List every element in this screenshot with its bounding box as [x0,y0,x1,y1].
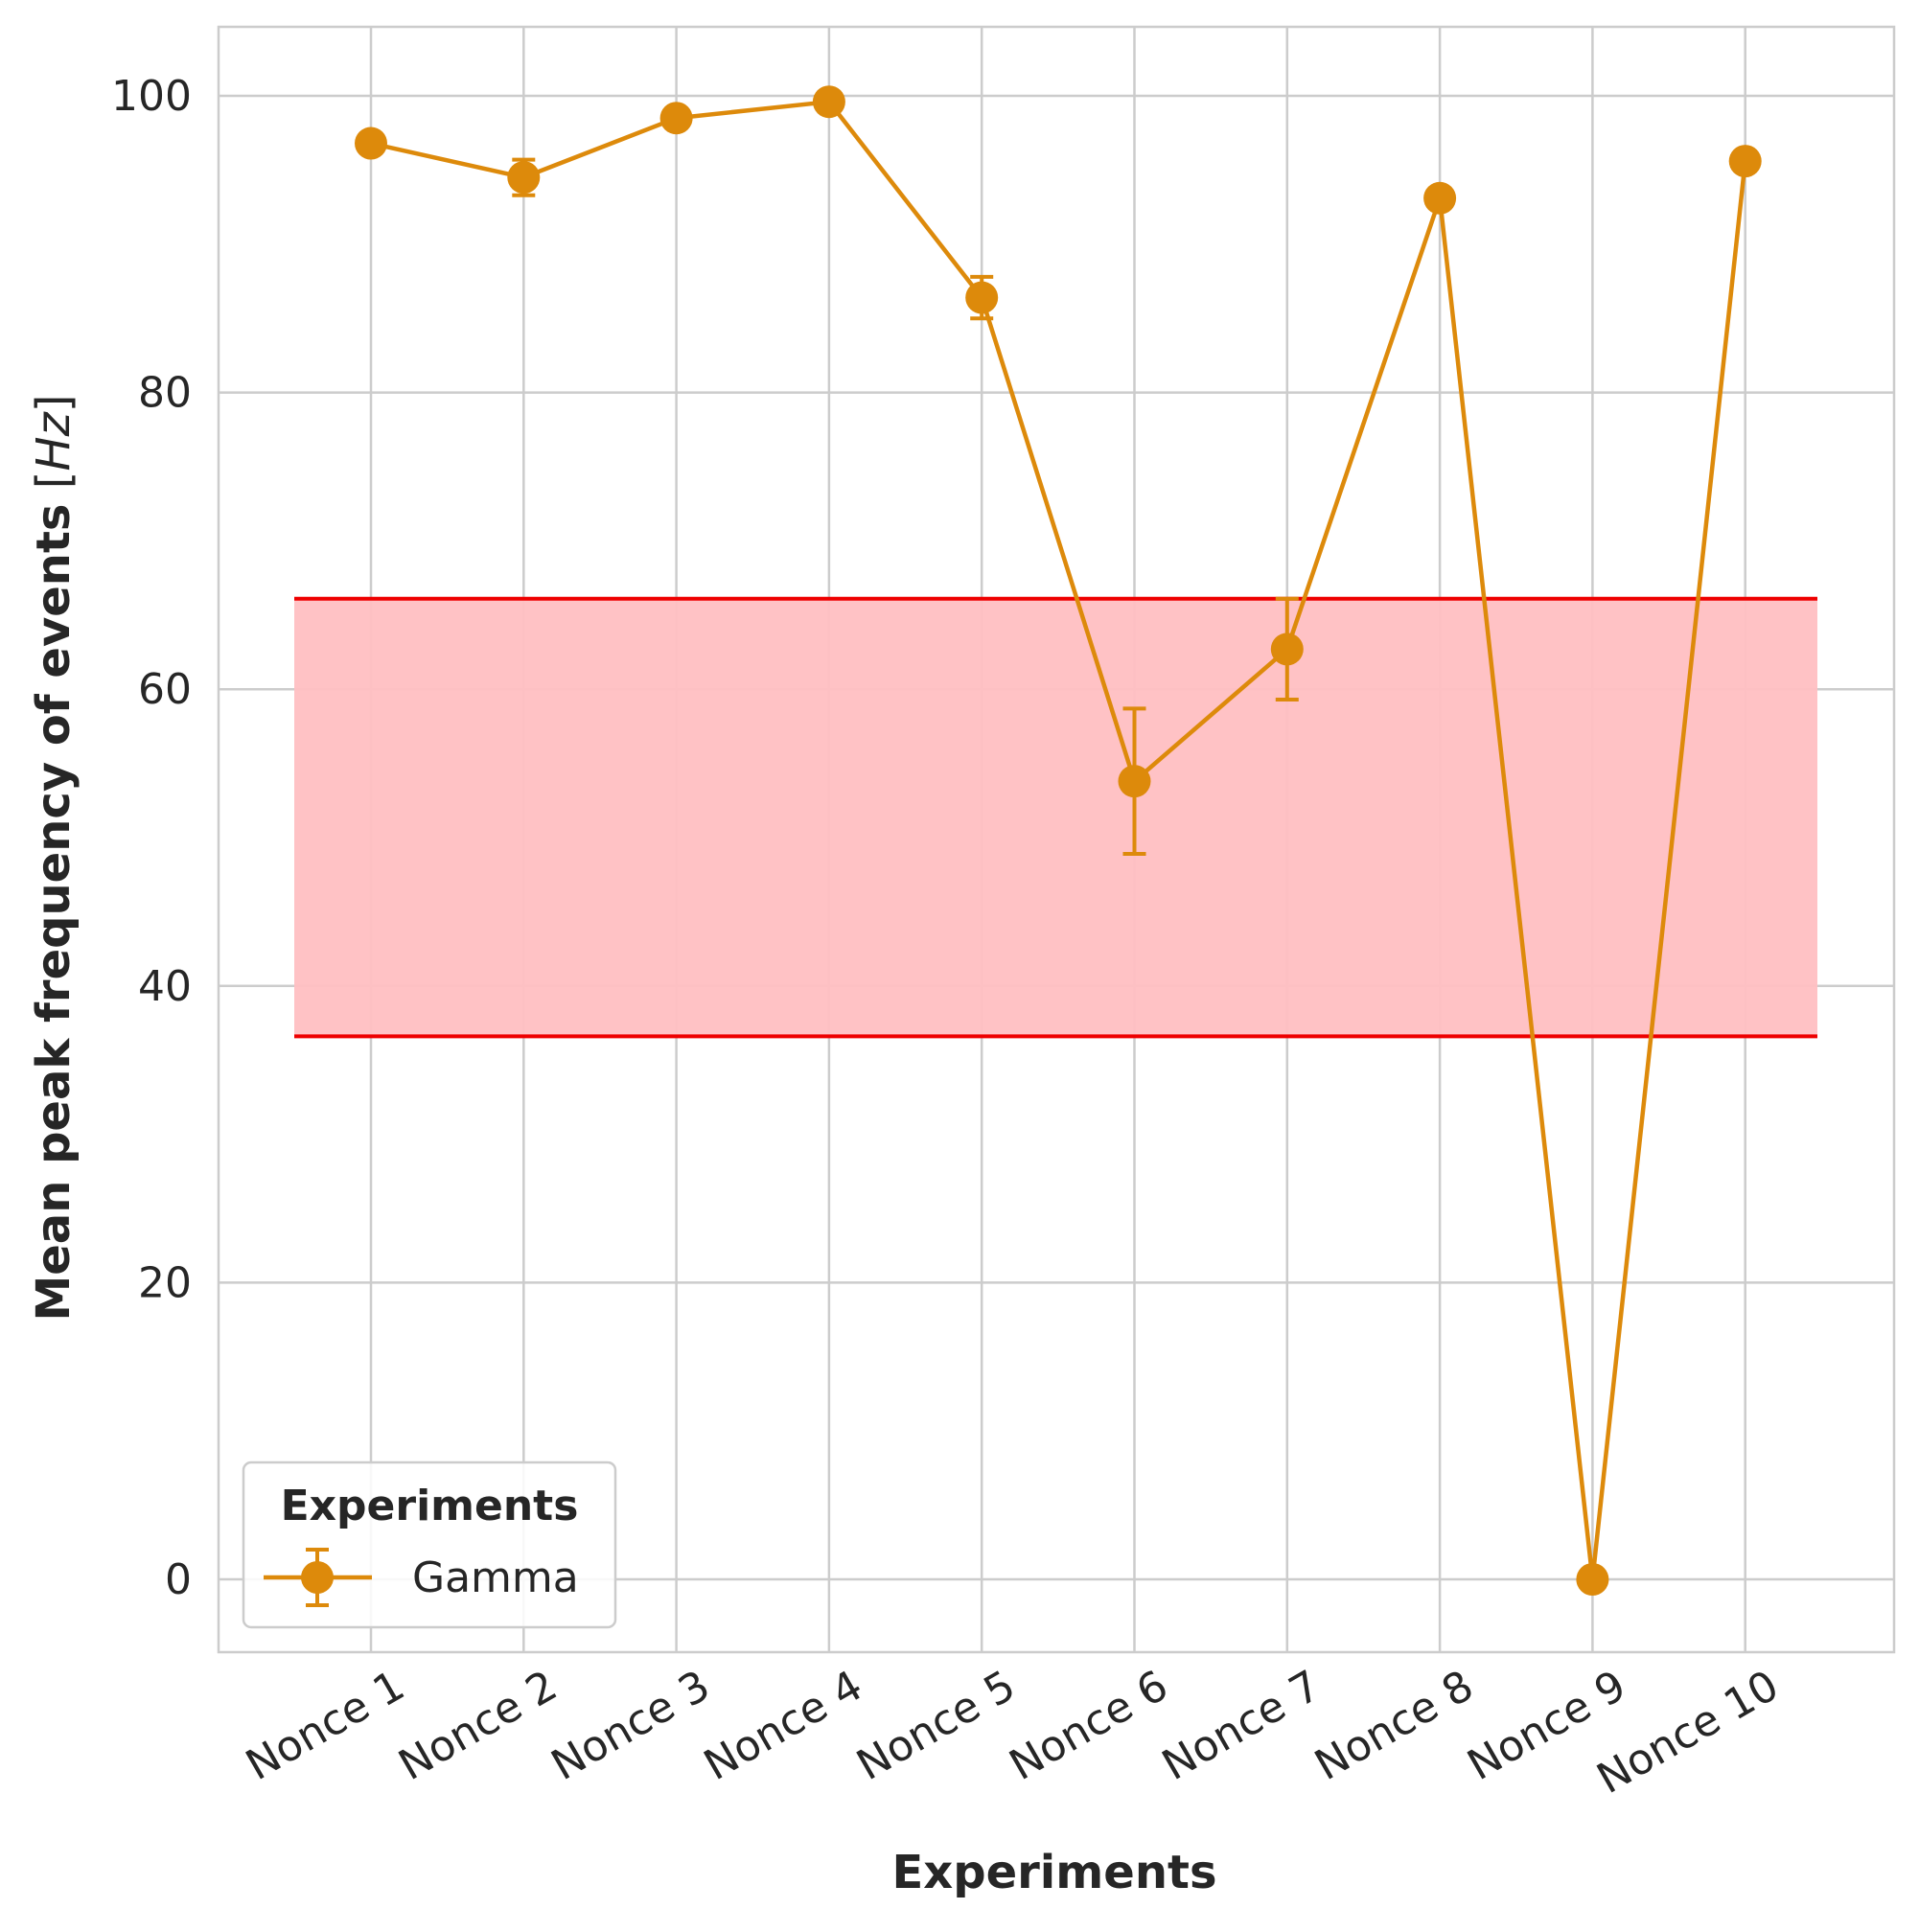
data-point-1 [355,126,387,160]
data-point-2 [507,161,541,195]
plot-area-frame [217,25,1896,1654]
y-tick-label-80: 80 [138,369,192,418]
y-tick-label-40: 40 [138,962,192,1011]
y-tick-label-20: 20 [138,1258,192,1307]
data-point-3 [659,102,693,135]
legend-title: Experiments [281,1482,579,1530]
data-point-4 [812,85,845,119]
data-point-7 [1270,632,1304,666]
y-axis-title-main: Mean peak frequency of events [27,504,81,1322]
y-axis-ticks: 0 20 40 60 80 100 [111,72,192,1604]
data-point-5 [965,281,999,314]
series-line-gamma [370,99,1747,1582]
data-point-6 [1118,765,1151,798]
data-point-9 [1576,1563,1609,1596]
data-point-10 [1728,145,1762,178]
legend-label-gamma: Gamma [412,1553,579,1602]
legend-marker-gamma [264,1548,372,1607]
y-tick-label-100: 100 [111,72,192,121]
legend-marker-dot [301,1561,334,1594]
y-tick-label-0: 0 [165,1555,192,1604]
data-point-8 [1423,181,1457,215]
x-axis-title: Experiments [891,1846,1216,1899]
reference-band [294,596,1817,1039]
y-tick-label-60: 60 [138,665,192,714]
series-gamma [355,85,1762,1596]
reference-band-fill [294,598,1817,1037]
legend-frame [242,1460,617,1629]
y-axis-title: Mean peak frequency of events [Hz] [27,394,81,1321]
legend: Experiments Gamma [242,1460,617,1629]
y-axis-title-unit: Hz [27,410,81,471]
